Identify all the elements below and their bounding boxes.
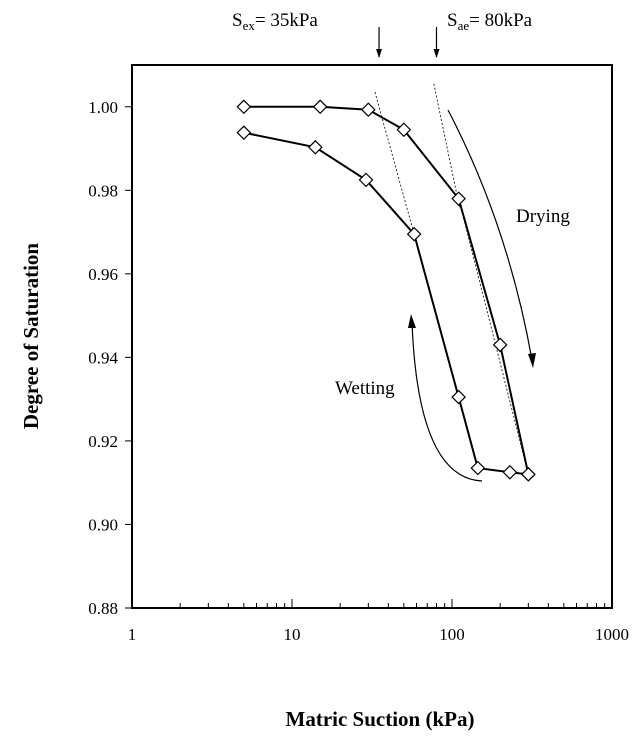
arrow-head <box>433 49 440 58</box>
data-point <box>308 139 323 155</box>
y-tick-label: 0.98 <box>88 181 118 200</box>
process-annotations <box>408 109 536 482</box>
series-line <box>243 105 530 475</box>
tangent-line <box>433 83 461 210</box>
data-point <box>520 466 536 482</box>
suction-markers: Sex= 35kPa Sae= 80kPa <box>232 10 533 58</box>
data-point <box>502 464 518 480</box>
x-tick-label: 1 <box>128 625 137 644</box>
tangent-lines <box>374 83 529 475</box>
arrow-head <box>528 353 536 368</box>
x-tick-label: 100 <box>439 625 465 644</box>
data-point <box>312 99 328 115</box>
y-tick-label: 0.92 <box>88 432 118 451</box>
wetting-label: Wetting <box>335 378 395 399</box>
tangent-line <box>458 198 529 475</box>
series-layer <box>236 99 536 482</box>
x-tick-label: 1000 <box>595 625 629 644</box>
arrow-head <box>408 314 416 328</box>
wetting-arrow <box>411 321 483 482</box>
data-point <box>470 460 486 476</box>
suction-marker-label: Sex= 35kPa <box>232 10 318 33</box>
arrow-head <box>376 49 383 58</box>
data-point <box>396 122 412 138</box>
data-point <box>236 99 252 115</box>
data-point <box>406 226 422 242</box>
data-point <box>236 125 252 141</box>
y-tick-label: 0.94 <box>88 348 118 367</box>
drying-label: Drying <box>516 206 570 227</box>
x-tick-label: 10 <box>284 625 301 644</box>
plot-area <box>131 64 613 609</box>
data-point <box>358 172 374 188</box>
series-line <box>243 131 529 476</box>
data-point <box>451 389 466 405</box>
tangent-line <box>374 92 415 235</box>
tick-layer: 1 10 100 1000 0.88 0.90 0.92 0.94 0.96 0.98 1.00 <box>88 98 629 644</box>
y-axis-label: Degree of Saturation <box>19 243 43 430</box>
y-tick-label: 1.00 <box>88 98 118 117</box>
y-tick-label: 0.88 <box>88 599 118 618</box>
drying-arrow <box>447 109 533 361</box>
data-point <box>492 337 508 353</box>
data-point <box>451 191 466 207</box>
data-point <box>360 102 376 118</box>
y-tick-label: 0.96 <box>88 265 118 284</box>
suction-marker-label: Sae= 80kPa <box>447 10 533 33</box>
y-tick-label: 0.90 <box>88 515 118 534</box>
x-axis-label: Matric Suction (kPa) <box>286 707 475 731</box>
